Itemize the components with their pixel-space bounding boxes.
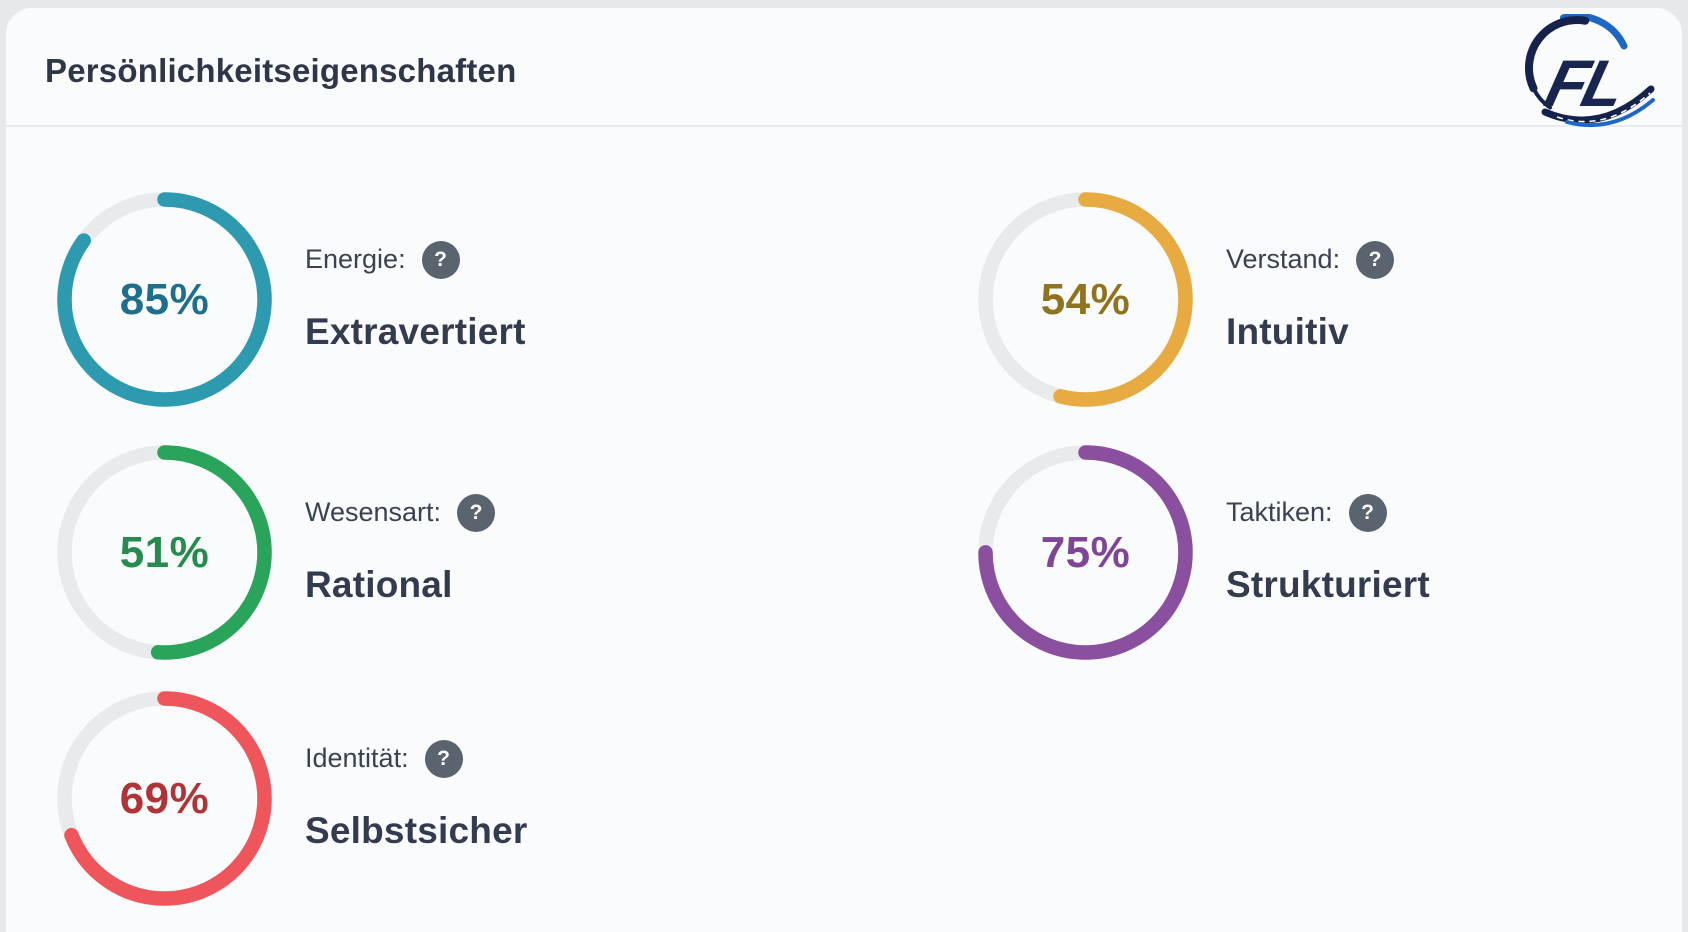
ring-progress <box>57 192 272 407</box>
trait-card-verstand: 54% Verstand: ? Intuitiv <box>978 192 1395 407</box>
percent-value: 69% <box>119 773 210 823</box>
trait-info: Energie: ? Extravertiert <box>305 192 526 407</box>
fl-logo-icon: FL <box>1525 12 1655 128</box>
percent-value: 54% <box>1040 274 1131 324</box>
ring-progress <box>978 192 1193 407</box>
help-icon[interactable]: ? <box>424 739 463 778</box>
brand-logo: FL <box>1505 12 1657 132</box>
trait-card-wesensart: 51% Wesensart: ? Rational <box>57 445 496 660</box>
trait-info: Taktiken: ? Strukturiert <box>1226 445 1430 660</box>
percent-value: 75% <box>1040 527 1131 577</box>
trait-card-identitaet: 69% Identität: ? Selbstsicher <box>57 691 527 906</box>
trait-card-taktiken: 75% Taktiken: ? Strukturiert <box>978 445 1430 660</box>
trait-label: Wesensart: <box>305 497 442 527</box>
progress-ring: 54% <box>978 192 1193 407</box>
trait-value: Extravertiert <box>305 311 526 352</box>
help-icon[interactable]: ? <box>457 493 496 532</box>
trait-value: Intuitiv <box>1226 311 1349 352</box>
ring-progress <box>57 691 272 906</box>
progress-ring: 69% <box>57 691 272 906</box>
progress-ring: 51% <box>57 445 272 660</box>
page-title: Persönlichkeitseigenschaften <box>45 52 517 89</box>
trait-label: Verstand: <box>1226 244 1341 274</box>
progress-ring: 85% <box>57 192 272 407</box>
trait-label: Taktiken: <box>1226 497 1333 527</box>
trait-label: Identität: <box>305 743 409 773</box>
trait-info: Wesensart: ? Rational <box>305 445 496 660</box>
trait-info: Verstand: ? Intuitiv <box>1226 192 1395 407</box>
ring-progress <box>57 445 272 660</box>
trait-value: Selbstsicher <box>305 810 528 851</box>
help-icon[interactable]: ? <box>1348 493 1387 532</box>
percent-value: 51% <box>119 527 210 577</box>
trait-label: Energie: <box>305 244 406 274</box>
trait-value: Strukturiert <box>1226 564 1430 605</box>
help-icon[interactable]: ? <box>421 240 460 279</box>
help-icon[interactable]: ? <box>1356 240 1395 279</box>
percent-value: 85% <box>119 274 210 324</box>
trait-card-energie: 85% Energie: ? Extravertiert <box>57 192 526 407</box>
trait-value: Rational <box>305 564 453 605</box>
personality-card: Persönlichkeitseigenschaften FL 85% <box>6 8 1682 932</box>
header-divider <box>6 125 1682 127</box>
ring-progress <box>978 445 1193 660</box>
trait-info: Identität: ? Selbstsicher <box>305 691 527 906</box>
progress-ring: 75% <box>978 445 1193 660</box>
